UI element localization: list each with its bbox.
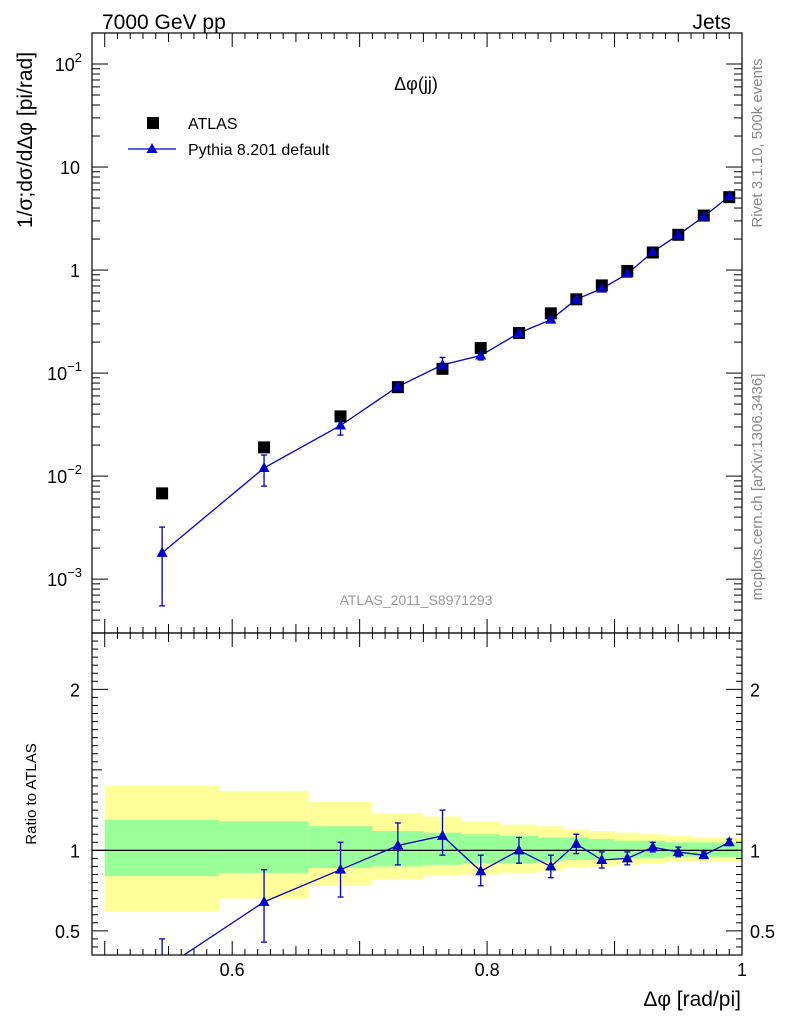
- main-plot-panel: 10−3 10−2 10−1 1 10 102 Δφ(jj) ATLAS_2011_S89…: [14, 32, 743, 634]
- ratio-mc-point: [621, 852, 633, 863]
- inner-band-bin: [104, 819, 220, 877]
- x-axis-title: Δφ [rad/pi]: [643, 988, 741, 1011]
- uncertainty-bands: [104, 785, 742, 912]
- inner-band-bin: [219, 821, 309, 873]
- ratio-y-tick-label-right: 2: [750, 680, 760, 700]
- ratio-mc-point: [335, 863, 347, 874]
- y-tick-label: 102: [55, 50, 82, 75]
- ratio-y-tick-label: 2: [70, 680, 80, 700]
- mc-point: [436, 358, 448, 369]
- ratio-plot-frame: [91, 632, 743, 956]
- y-axis-title: 1/σ;dσ/dΔφ [pi/rad]: [14, 52, 37, 228]
- main-plot-y-tick-labels: 10−3 10−2 10−1 1 10 102: [47, 50, 82, 590]
- y-tick-label: 10−1: [47, 359, 82, 384]
- ratio-mc-point: [513, 844, 525, 855]
- data-point: [544, 307, 557, 320]
- legend-data-marker: [147, 117, 159, 129]
- y-tick-label: 1: [70, 261, 80, 281]
- x-tick-label: 0.6: [220, 960, 245, 980]
- ratio-y-tick-label: 0.5: [55, 922, 80, 942]
- main-plot-ticks: [92, 32, 743, 634]
- y-tick-label: 10−3: [47, 565, 82, 590]
- ratio-y-axis-title: Ratio to ATLAS: [23, 743, 40, 844]
- y-tick-label: 10−2: [47, 462, 82, 487]
- mc-point: [672, 228, 684, 239]
- ratio-mc-point: [258, 895, 270, 906]
- ratio-mc-point: [596, 854, 608, 865]
- legend: ATLAS Pythia 8.201 default: [128, 116, 330, 159]
- legend-data-label: ATLAS: [188, 116, 238, 133]
- x-tick-label: 1: [737, 960, 747, 980]
- y-tick-label: 10: [60, 158, 80, 178]
- ratio-mc-point: [392, 839, 404, 850]
- ratio-y-tick-label-right: 0.5: [750, 922, 775, 942]
- ratio-mc-point: [647, 841, 659, 852]
- data-point: [334, 410, 347, 423]
- ratio-plot-ticks: [92, 632, 743, 956]
- ratio-y-tick-label-right: 1: [750, 841, 760, 861]
- x-tick-label: 0.8: [475, 960, 500, 980]
- legend-mc-marker: [146, 143, 158, 153]
- ratio-mc-points: [157, 829, 735, 973]
- mc-point: [545, 313, 557, 324]
- inner-band-bin: [614, 840, 641, 859]
- ratio-y-tick-labels: 0.5 0.5 1 1 2 2: [55, 680, 775, 942]
- mc-point: [156, 546, 168, 557]
- ratio-y-tick-label: 1: [70, 841, 80, 861]
- mc-point: [596, 282, 608, 293]
- header-right: Jets: [692, 11, 731, 34]
- ratio-mc-point: [475, 865, 487, 876]
- ratio-plot-panel: 0.5 0.51 12 2 0.6 0.8 1 Ratio to ATLAS Δφ [ra…: [23, 632, 775, 1011]
- mc-point: [621, 267, 633, 278]
- mc-point: [698, 210, 710, 221]
- mc-point: [570, 293, 582, 304]
- data-point: [258, 441, 271, 454]
- mc-point: [647, 245, 659, 256]
- data-point: [156, 487, 169, 500]
- mc-point: [392, 380, 404, 391]
- rivet-label: Rivet 3.1.10, 500k events: [749, 58, 766, 227]
- legend-mc-label: Pythia 8.201 default: [188, 142, 330, 159]
- ratio-mc-point: [672, 845, 684, 856]
- ratio-mc-point: [698, 849, 710, 860]
- mc-points: [156, 190, 735, 557]
- analysis-label: ATLAS_2011_S8971293: [340, 592, 493, 608]
- mc-point: [335, 419, 347, 430]
- ratio-mc-point: [570, 837, 582, 848]
- ratio-mc-point: [157, 963, 168, 973]
- ratio-mc-point: [436, 829, 448, 840]
- mcplots-label: mcplots.cern.ch [arXiv:1306.3436]: [749, 374, 766, 601]
- ratio-mc-point: [545, 860, 557, 871]
- mc-point: [258, 461, 270, 472]
- x-tick-labels: 0.6 0.8 1: [220, 960, 747, 980]
- inner-band-bin: [589, 839, 615, 861]
- mc-point: [723, 190, 735, 201]
- mc-point: [513, 326, 525, 337]
- header-left: 7000 GeV pp: [102, 11, 226, 34]
- mc-point: [475, 349, 487, 360]
- data-point: [474, 342, 487, 355]
- data-points: [156, 191, 736, 500]
- plot-title: Δφ(jj): [394, 74, 438, 94]
- ratio-mc-point: [723, 836, 735, 847]
